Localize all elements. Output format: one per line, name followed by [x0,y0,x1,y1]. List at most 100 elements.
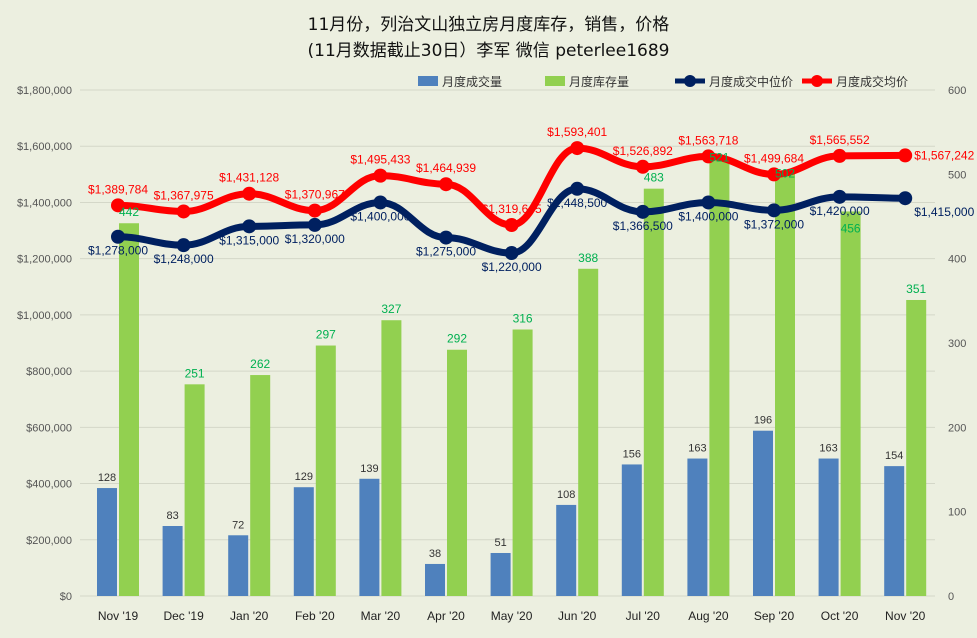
median-price-label: $1,400,000 [678,209,738,223]
average-price-point [701,149,716,164]
x-axis-tick: Jul '20 [626,609,661,623]
average-price-point [898,148,913,163]
median-price-point [767,203,781,218]
median-price-label: $1,220,000 [482,260,542,274]
median-price-label: $1,448,500 [547,196,607,210]
x-axis-tick: Nov '20 [885,609,926,623]
average-price-point [504,218,519,233]
sales-label: 51 [494,537,506,549]
average-price-label: $1,563,718 [678,133,738,147]
x-axis-tick: May '20 [491,609,533,623]
chart-title: 11月份，列治文山独立房月度库存，销售，价格 [307,15,670,35]
x-axis-tick: Feb '20 [295,609,335,623]
inventory-bar [906,299,927,596]
sales-bar [621,464,642,596]
right-axis-tick: 0 [948,591,954,603]
left-axis-tick: $800,000 [26,366,72,378]
average-price-label: $1,526,892 [613,144,673,158]
x-axis-tick: Jun '20 [558,609,597,623]
average-price-point [242,186,257,201]
left-axis-tick: $600,000 [26,422,72,434]
average-price-label: $1,565,552 [810,133,870,147]
average-price-point [307,203,322,218]
sales-label: 83 [166,510,178,522]
right-axis-tick: 200 [948,422,966,434]
sales-label: 72 [232,519,244,531]
median-price-label: $1,275,000 [416,245,476,259]
sales-bar [687,458,708,596]
legend-label: 月度成交中位价 [709,74,793,89]
inventory-bar [840,211,861,596]
x-axis-tick: Dec '19 [163,609,204,623]
inventory-label: 502 [775,167,795,181]
left-axis-tick: $1,000,000 [17,310,72,322]
x-axis-tick: Sep '20 [754,609,795,623]
average-price-label: $1,389,784 [88,182,148,196]
sales-label: 163 [819,443,837,455]
average-price-label: $1,370,967 [285,188,345,202]
inventory-label: 442 [119,205,139,219]
median-price-point [701,195,716,210]
left-axis-tick: $1,800,000 [17,85,72,97]
inventory-label: 388 [578,251,598,265]
median-price-point [176,238,191,253]
average-price-label: $1,319,645 [482,202,542,216]
lines-group [111,141,913,261]
left-axis-tick: $200,000 [26,535,72,547]
inventory-bar [381,320,402,596]
sales-bar [753,430,773,596]
right-axis-tick: 300 [948,338,966,350]
left-axis-tick: $1,600,000 [17,141,72,153]
inventory-bar [512,329,533,596]
average-price-point [767,167,781,182]
sales-label: 129 [295,471,313,483]
sales-label: 154 [885,450,903,462]
sales-bar [97,488,117,596]
sales-bar [490,552,511,596]
inventory-label: 521 [709,151,729,165]
median-price-label: $1,400,000 [350,209,410,223]
sales-label: 196 [754,415,772,427]
inventory-label: 262 [250,357,270,371]
left-axis-tick: $1,400,000 [17,197,72,209]
average-price-label: $1,567,242 [914,148,974,162]
median-price-point [242,219,257,234]
inventory-bar [643,188,664,597]
average-price-point [439,177,453,192]
sales-bar [293,487,314,596]
median-price-point [111,229,125,244]
median-price-label: $1,315,000 [219,233,279,247]
inventory-label: 316 [513,312,533,326]
median-price-label: $1,248,000 [154,252,214,266]
inventory-bar [709,156,730,596]
average-price-label: $1,593,401 [547,125,607,139]
median-price-label: $1,420,000 [810,204,870,218]
median-price-point [504,246,519,261]
median-price-point [439,230,453,245]
median-price-point [570,181,585,196]
average-price-label: $1,431,128 [219,171,279,185]
sales-label: 128 [98,472,116,484]
x-axis-tick: Aug '20 [688,609,729,623]
average-price-point [176,204,191,219]
inventory-label: 327 [381,302,401,316]
inventory-label: 456 [841,221,861,235]
labels-group: 128 83 72 129 139 38 51 108 156 163 196 163 154 $1,27… [88,125,975,560]
median-price-label: $1,372,000 [744,217,804,231]
average-price-label: $1,367,975 [154,188,214,202]
sales-bar [884,466,905,596]
sales-bar [425,563,445,596]
legend-marker [684,75,696,87]
average-price-label: $1,495,433 [350,153,410,167]
average-price-label: $1,499,684 [744,151,804,165]
x-axis-tick: Mar '20 [361,609,401,623]
legend-marker [811,75,823,87]
average-price-point [570,141,585,156]
median-price-label: $1,366,500 [613,219,673,233]
legend-label: 月度库存量 [569,74,629,89]
x-axis-tick: Nov '19 [98,609,139,623]
x-axis-tick: Jan '20 [230,609,269,623]
average-price-point [635,159,650,174]
inventory-label: 292 [447,332,467,346]
